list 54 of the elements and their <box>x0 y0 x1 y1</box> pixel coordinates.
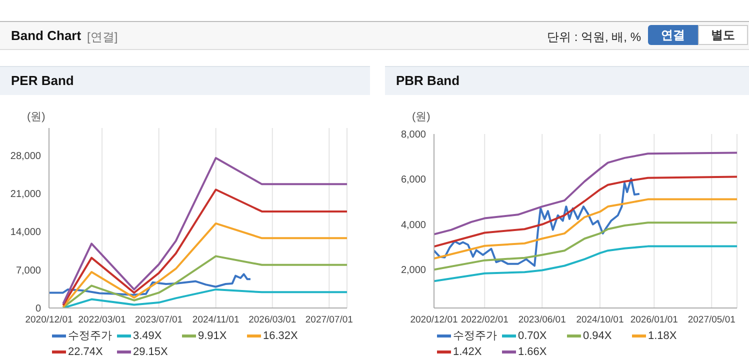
y-tick-label: 8,000 <box>400 130 426 141</box>
text: 별도 <box>698 25 748 45</box>
legend-label: 29.15X <box>133 345 168 360</box>
line-series <box>62 157 347 305</box>
legend-label: 22.74X <box>68 345 103 360</box>
legend-label: 16.32X <box>263 329 298 344</box>
x-tick-label: 2022/02/01 <box>460 314 508 326</box>
x-tick-label: 2023/07/01 <box>135 314 183 326</box>
legend-label: 9.91X <box>198 329 227 344</box>
y-tick-label: 4,000 <box>400 220 426 231</box>
y-tick-label: 2,000 <box>400 265 426 276</box>
legend-label: 1.18X <box>648 329 677 344</box>
line-series <box>434 245 737 282</box>
x-tick-label: 2024/10/01 <box>576 314 624 326</box>
x-tick-label: 2020/12/01 <box>25 314 73 326</box>
line-series <box>434 198 737 260</box>
x-tick-label: 2026/01/01 <box>630 314 678 326</box>
legend-label: 0.94X <box>583 329 612 344</box>
y-axis-title: (원) <box>27 110 46 124</box>
y-tick-label: 14,000 <box>10 227 42 238</box>
line-series <box>62 255 347 308</box>
line-series <box>434 152 737 236</box>
legend-label: 0.70X <box>518 329 547 344</box>
y-tick-label: 21,000 <box>10 189 42 200</box>
y-tick-label: 7,000 <box>16 265 42 276</box>
x-tick-label: 2020/12/01 <box>410 314 458 326</box>
text: Band Chart <box>11 28 82 43</box>
y-tick-label: 6,000 <box>400 174 426 186</box>
x-tick-label: 2026/03/01 <box>248 314 296 326</box>
legend-label: 1.42X <box>453 345 482 360</box>
line-series <box>434 178 640 267</box>
y-tick-label: 28,000 <box>10 150 42 162</box>
legend-label: 수정주가 <box>68 329 112 344</box>
line-series <box>434 176 737 248</box>
text: [연결] <box>87 29 118 46</box>
line-series <box>434 222 737 271</box>
x-tick-label: 2023/06/01 <box>518 314 566 326</box>
chart-title: PER Band <box>0 66 370 95</box>
y-tick-label: 0 <box>35 304 42 315</box>
x-tick-label: 2022/03/01 <box>78 314 126 326</box>
x-tick-label: 2024/11/01 <box>192 314 240 326</box>
x-tick-label: 2027/05/01 <box>688 314 736 326</box>
text: 단위 : 억원, 배, % <box>546 29 641 46</box>
legend-label: 3.49X <box>133 329 162 344</box>
line-series <box>62 222 347 308</box>
y-axis-title: (원) <box>412 110 430 124</box>
text: 연결 <box>648 25 698 45</box>
legend-label: 수정주가 <box>453 329 497 344</box>
line-series <box>62 288 347 308</box>
line-series <box>62 188 347 306</box>
chart-title: PBR Band <box>385 66 749 95</box>
line-series <box>49 273 252 296</box>
x-tick-label: 2027/07/01 <box>305 314 353 326</box>
legend-label: 1.66X <box>518 345 547 360</box>
